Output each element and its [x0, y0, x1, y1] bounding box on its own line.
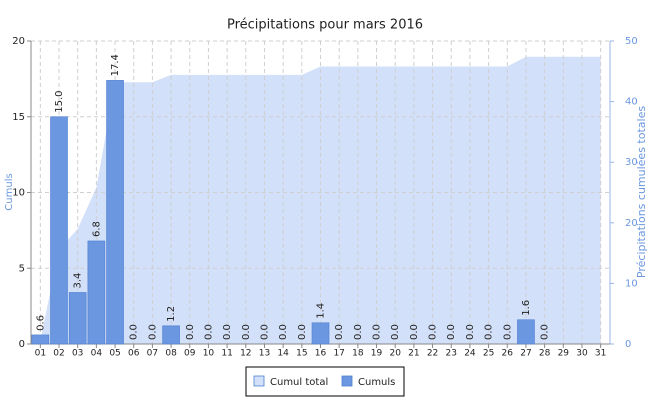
- x-tick-label: 08: [165, 349, 177, 359]
- x-tick-label: 30: [576, 349, 588, 359]
- y-tick-label: 10: [12, 188, 25, 199]
- chart-title: Précipitations pour mars 2016: [227, 18, 423, 33]
- x-tick-label: 17: [333, 349, 344, 359]
- x-tick-label: 22: [427, 349, 438, 359]
- value-label: 0.0: [185, 324, 196, 340]
- bar: [68, 292, 87, 345]
- x-tick-label: 20: [389, 349, 401, 359]
- x-tick-label: 01: [35, 349, 46, 359]
- x-tick-label: 24: [464, 349, 476, 359]
- legend-swatch: [253, 375, 265, 387]
- value-label: 0.0: [540, 324, 551, 340]
- value-label: 1.4: [316, 303, 327, 319]
- value-label: 0.0: [278, 324, 289, 340]
- x-tick-label: 16: [315, 349, 327, 359]
- bar: [311, 322, 330, 345]
- y-tick-label: 0: [19, 339, 25, 350]
- value-label: 0.0: [334, 324, 345, 340]
- value-label: 3.4: [73, 273, 84, 289]
- value-label: 15.0: [54, 90, 65, 112]
- legend-box: [245, 366, 405, 397]
- value-label: 0.0: [502, 324, 513, 340]
- value-label: 0.0: [147, 324, 158, 340]
- x-tick-label: 04: [91, 349, 103, 359]
- x-tick-label: 29: [558, 349, 570, 359]
- value-label: 0.0: [241, 324, 252, 340]
- x-tick-label: 06: [128, 349, 140, 359]
- y2-tick-label: 40: [625, 97, 638, 108]
- value-label: 0.0: [484, 324, 495, 340]
- value-label: 6.8: [91, 221, 102, 237]
- x-tick-label: 23: [446, 349, 457, 359]
- y2-tick-label: 20: [625, 218, 638, 229]
- y2-axis-title: Précipitations cumulées totales: [635, 106, 648, 278]
- y2-tick-label: 50: [625, 36, 638, 47]
- x-tick-label: 14: [277, 349, 289, 359]
- value-label: 0.0: [297, 324, 308, 340]
- y2-tick-label: 30: [625, 157, 638, 168]
- value-label: 0.0: [222, 324, 233, 340]
- y2-tick-label: 0: [625, 339, 631, 350]
- x-tick-label: 10: [203, 349, 215, 359]
- value-label: 0.0: [129, 324, 140, 340]
- legend-swatch: [341, 375, 353, 387]
- y-tick-label: 5: [19, 263, 25, 274]
- x-tick-label: 28: [539, 349, 551, 359]
- x-tick-label: 25: [483, 349, 494, 359]
- x-tick-label: 31: [595, 349, 606, 359]
- bar: [106, 80, 124, 345]
- legend-label: Cumuls: [358, 377, 395, 388]
- value-label: 0.0: [428, 324, 439, 340]
- value-label: 0.0: [465, 324, 476, 340]
- value-label: 0.0: [203, 324, 214, 340]
- x-tick-label: 13: [259, 349, 270, 359]
- legend-label: Cumul total: [270, 377, 328, 388]
- bar: [31, 334, 50, 345]
- value-label: 0.0: [390, 324, 401, 340]
- value-label: 1.6: [521, 300, 532, 316]
- x-tick-label: 05: [109, 349, 120, 359]
- bar: [87, 240, 106, 345]
- value-label: 0.0: [446, 324, 457, 340]
- value-label: 1.2: [166, 306, 177, 322]
- value-label: 0.0: [409, 324, 420, 340]
- value-label: 17.4: [110, 54, 121, 76]
- y2-tick-label: 10: [625, 278, 638, 289]
- x-tick-label: 12: [240, 349, 251, 359]
- x-tick-label: 03: [72, 349, 83, 359]
- x-tick-label: 09: [184, 349, 196, 359]
- value-label: 0.6: [35, 315, 46, 331]
- value-label: 0.0: [259, 324, 270, 340]
- area: [40, 56, 601, 344]
- x-tick-label: 18: [352, 349, 364, 359]
- x-tick-label: 02: [53, 349, 64, 359]
- value-label: 0.0: [353, 324, 364, 340]
- bar: [517, 319, 535, 345]
- y-tick-label: 20: [12, 36, 25, 47]
- x-tick-label: 21: [408, 349, 419, 359]
- x-tick-label: 26: [502, 349, 514, 359]
- bar: [162, 325, 180, 345]
- x-tick-label: 19: [371, 349, 383, 359]
- x-tick-label: 27: [520, 349, 531, 359]
- bar: [50, 116, 68, 345]
- y-tick-label: 15: [12, 112, 25, 123]
- x-tick-label: 07: [147, 349, 158, 359]
- y-axis-title: Cumuls: [4, 173, 15, 210]
- value-label: 0.0: [372, 324, 383, 340]
- x-tick-label: 15: [296, 349, 307, 359]
- x-tick-label: 11: [221, 349, 232, 359]
